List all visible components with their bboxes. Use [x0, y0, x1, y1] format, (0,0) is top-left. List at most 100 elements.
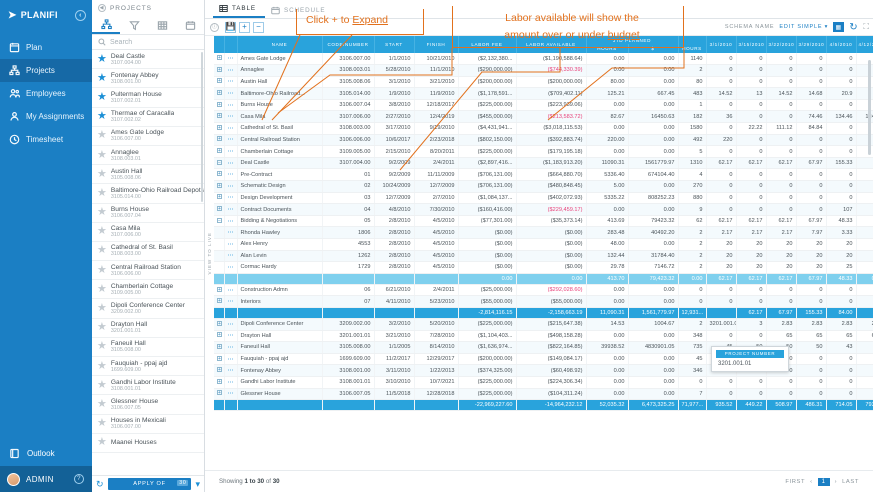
- row-menu-icon[interactable]: ⋯: [227, 287, 234, 294]
- expand-toggle-icon[interactable]: +: [217, 182, 222, 189]
- expand-toggle-icon[interactable]: −: [217, 159, 222, 166]
- table-row[interactable]: + ⋯ Cathedral of St. Basil 3108.003.00 3/17/…: [214, 122, 873, 135]
- expand-toggle-icon[interactable]: +: [217, 343, 222, 350]
- sidebar-item-projects[interactable]: Projects: [0, 59, 92, 82]
- list-item[interactable]: ★ Ames Gate Lodge 3106.007.00: [92, 127, 204, 146]
- row-menu-icon[interactable]: ⋯: [227, 160, 234, 167]
- favorite-star-icon[interactable]: ★: [97, 129, 107, 142]
- grid-view-icon[interactable]: ▦: [833, 22, 845, 32]
- row-menu-icon[interactable]: ⋯: [227, 79, 234, 86]
- table-row[interactable]: ⋯ Cormac Hardy 1729 2/8/2010 4/5/2010 ($0.00)…: [214, 261, 873, 274]
- list-item[interactable]: ★ Cathedral of St. Basil 3108.003.00: [92, 242, 204, 262]
- table-row[interactable]: ⋯ Alex Henry 4553 2/8/2010 4/5/2010 ($0.00) ($…: [214, 238, 873, 251]
- favorite-star-icon[interactable]: ★: [97, 167, 107, 180]
- th-date-3[interactable]: 3/29/2010: [796, 36, 827, 53]
- favorite-star-icon[interactable]: ★: [97, 302, 107, 315]
- th-date-0[interactable]: 3/1/2010: [706, 36, 737, 53]
- favorite-star-icon[interactable]: ★: [97, 263, 107, 276]
- total-row[interactable]: -2,814,116.15 -2,158,663.19 11,090.31 1,561…: [214, 307, 873, 319]
- expand-toggle-icon[interactable]: +: [217, 55, 222, 62]
- row-menu-icon[interactable]: ⋯: [227, 391, 234, 398]
- favorite-star-icon[interactable]: ★: [97, 110, 107, 123]
- list-item[interactable]: ★ Faneuil Hall 3105.008.00: [92, 338, 204, 357]
- row-menu-icon[interactable]: ⋯: [227, 321, 234, 328]
- sidebar-item-my-assignments[interactable]: My Assignments: [0, 105, 92, 128]
- expand-toggle-icon[interactable]: +: [217, 194, 222, 201]
- favorite-star-icon[interactable]: ★: [97, 378, 107, 391]
- table-row[interactable]: + ⋯ Pre-Contract 01 9/2/2009 11/11/2009 ($706,…: [214, 168, 873, 182]
- funnel-icon[interactable]: ▾: [195, 478, 200, 489]
- favorite-star-icon[interactable]: ★: [97, 206, 107, 219]
- list-item[interactable]: ★ Thermae of Caracalla 3107.002.02: [92, 108, 204, 127]
- th-start[interactable]: START: [374, 36, 415, 53]
- expand-toggle-icon[interactable]: +: [217, 378, 222, 385]
- row-menu-icon[interactable]: ⋯: [227, 264, 234, 271]
- list-item[interactable]: ★ Baltimore-Ohio Railroad Depots 3105.014.…: [92, 184, 204, 204]
- tab-calendar[interactable]: [176, 16, 204, 34]
- expand-toggle-icon[interactable]: +: [217, 136, 222, 143]
- table-row[interactable]: ⋯ Rhonda Hawley 1806 2/8/2010 4/5/2010 ($0.00…: [214, 226, 873, 239]
- tab-filter[interactable]: [120, 16, 148, 34]
- row-menu-icon[interactable]: ⋯: [227, 183, 234, 190]
- expand-toggle-icon[interactable]: +: [217, 66, 222, 73]
- pager-last[interactable]: LAST: [842, 478, 859, 485]
- expand-toggle-icon[interactable]: +: [217, 101, 222, 108]
- list-item[interactable]: ★ Burns House 3106.007.04: [92, 204, 204, 223]
- favorite-star-icon[interactable]: ★: [97, 71, 107, 84]
- save-button[interactable]: 💾: [225, 21, 236, 33]
- list-item[interactable]: ★ Casa Mila 3107.006.00: [92, 223, 204, 242]
- row-menu-icon[interactable]: ⋯: [227, 344, 234, 351]
- outlook-button[interactable]: Outlook: [0, 440, 92, 466]
- expand-toggle-icon[interactable]: +: [217, 171, 222, 178]
- question-icon[interactable]: ?: [74, 474, 84, 484]
- row-menu-icon[interactable]: ⋯: [227, 195, 234, 202]
- expand-toggle-icon[interactable]: +: [217, 124, 222, 131]
- table-row[interactable]: + ⋯ Contract Documents 04 4/8/2010 7/30/2010(…: [214, 203, 873, 216]
- row-menu-icon[interactable]: ⋯: [227, 218, 234, 225]
- apply-button[interactable]: APPLY OF 30: [107, 478, 192, 490]
- tab-schedule[interactable]: SCHEDULE: [265, 6, 335, 18]
- row-menu-icon[interactable]: ⋯: [227, 379, 234, 386]
- tab-table[interactable]: TABLE: [213, 4, 265, 18]
- favorite-star-icon[interactable]: ★: [97, 417, 107, 430]
- fullscreen-icon[interactable]: ⛶: [863, 22, 869, 31]
- list-item[interactable]: ★ Pulterman House 3107.002.01: [92, 88, 204, 108]
- refresh-icon[interactable]: ↻: [96, 478, 104, 489]
- table-row[interactable]: + ⋯ Gandhi Labor Institute 3108.001.01 3/10/…: [214, 376, 873, 389]
- collapse-all-button[interactable]: −: [253, 21, 264, 33]
- tab-hierarchy[interactable]: [92, 16, 120, 34]
- table-row[interactable]: + ⋯ Design Development 03 12/7/2009 2/7/2010(…: [214, 192, 873, 205]
- favorite-star-icon[interactable]: ★: [97, 225, 107, 238]
- list-item[interactable]: ★ Chamberlain Cottage 3109.005.00: [92, 280, 204, 300]
- favorite-star-icon[interactable]: ★: [97, 52, 107, 65]
- row-menu-icon[interactable]: ⋯: [227, 114, 234, 121]
- table-row[interactable]: + ⋯ Austin Hall 3105.008.06 3/1/2010 3/21/201…: [214, 76, 873, 89]
- pager-next[interactable]: ›: [834, 478, 838, 485]
- list-item[interactable]: ★ Glessner House 3106.007.05: [92, 395, 204, 415]
- row-menu-icon[interactable]: ⋯: [227, 56, 234, 63]
- table-row[interactable]: + ⋯ Faneuil Hall 3105.008.00 1/1/2005 8/14/20…: [214, 341, 873, 354]
- expand-all-button[interactable]: +: [239, 21, 250, 33]
- favorite-star-icon[interactable]: ★: [97, 359, 107, 372]
- info-icon[interactable]: ◀: [98, 4, 106, 12]
- sidebar-item-timesheet[interactable]: Timesheet: [0, 128, 92, 151]
- expand-toggle-icon[interactable]: +: [217, 332, 222, 339]
- grid-scrollbar[interactable]: [868, 60, 871, 155]
- row-menu-icon[interactable]: ⋯: [227, 172, 234, 179]
- favorite-star-icon[interactable]: ★: [97, 282, 107, 295]
- favorite-star-icon[interactable]: ★: [97, 436, 107, 449]
- list-item[interactable]: ★ Gandhi Labor Institute 3108.001.01: [92, 376, 204, 396]
- expand-toggle-icon[interactable]: +: [217, 298, 222, 305]
- row-menu-icon[interactable]: ⋯: [227, 137, 234, 144]
- expand-toggle-icon[interactable]: +: [217, 367, 222, 374]
- table-row[interactable]: + ⋯ Drayton Hall 3201.001.01 3/21/2010 7/28/2…: [214, 330, 873, 343]
- table-row[interactable]: + ⋯ Construction Admn 06 6/21/2010 2/4/2011 ($…: [214, 284, 873, 297]
- expand-toggle-icon[interactable]: +: [217, 206, 222, 213]
- scrollbar-thumb[interactable]: [201, 52, 203, 202]
- pager-page-1[interactable]: 1: [817, 477, 830, 486]
- table-row[interactable]: + ⋯ Dipoli Conference Center 3209.002.00 3/2…: [214, 318, 873, 331]
- pager-prev[interactable]: ‹: [810, 478, 813, 485]
- row-menu-icon[interactable]: ⋯: [227, 368, 234, 375]
- row-menu-icon[interactable]: ⋯: [227, 207, 234, 214]
- list-item[interactable]: ★ Deal Castle 3107.004.00: [92, 50, 204, 70]
